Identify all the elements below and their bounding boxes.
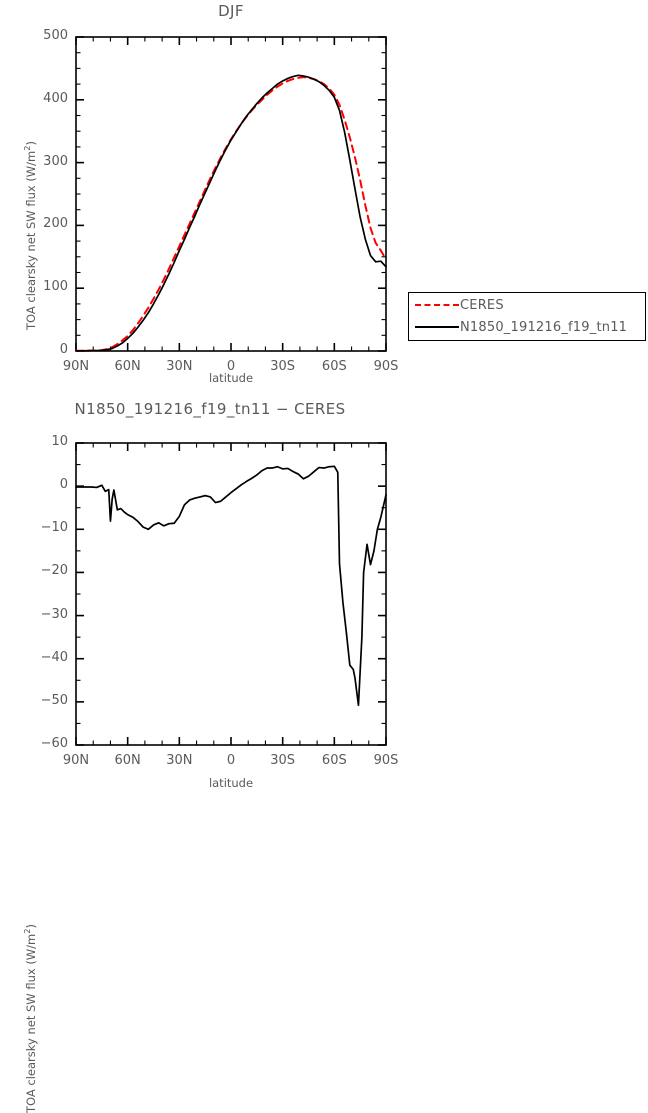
top-panel: DJF TOA clearsky net SW flux (W/m2) lati… <box>0 0 400 395</box>
line-dashed-red-icon <box>415 299 459 311</box>
y-tick-label: 100 <box>43 279 68 295</box>
y-tick-label: 300 <box>43 153 68 169</box>
x-tick-label: 60S <box>321 753 347 768</box>
legend-label-model: N1850_191216_f19_tn11 <box>460 319 628 335</box>
y-tick-label: 500 <box>43 28 68 43</box>
bottom-panel-y-axis-label: TOA clearsky net SW flux (W/m2) <box>22 924 38 1113</box>
x-tick-label: 60N <box>114 753 141 768</box>
x-tick-label: 30S <box>270 359 296 374</box>
series-line <box>75 76 387 352</box>
x-tick-label: 0 <box>226 753 236 768</box>
legend: CERES N1850_191216_f19_tn11 <box>408 292 646 341</box>
y-tick-label: 400 <box>43 90 68 106</box>
bottom-y-label-tail: ) <box>23 923 38 929</box>
y-tick-label: 0 <box>59 477 68 493</box>
top-panel-y-axis-label: TOA clearsky net SW flux (W/m2) <box>22 141 38 330</box>
x-tick-label: 90N <box>62 359 90 374</box>
line-solid-black-icon <box>415 321 459 333</box>
top-panel-plot <box>75 36 387 352</box>
series-line <box>75 74 387 352</box>
x-tick-label: 90S <box>373 753 399 768</box>
top-panel-x-axis-label: latitude <box>208 371 254 385</box>
bottom-panel: N1850_191216_f19_tn11 − CERES TOA clears… <box>0 395 400 1113</box>
bottom-panel-plot <box>75 442 387 746</box>
y-tick-label: 200 <box>43 216 68 232</box>
bottom-y-label-main: TOA clearsky net SW flux (W/m <box>23 933 38 1113</box>
bottom-panel-x-axis-label: latitude <box>208 776 254 790</box>
y-tick-label: −40 <box>40 649 68 665</box>
legend-label-ceres: CERES <box>460 297 504 313</box>
top-y-label-tail: ) <box>23 140 38 146</box>
y-tick-label: 0 <box>59 342 68 357</box>
x-tick-label: 90S <box>373 359 399 374</box>
top-y-label-main: TOA clearsky net SW flux (W/m <box>23 150 38 330</box>
x-tick-label: 30S <box>270 753 296 768</box>
x-tick-label: 0 <box>226 359 236 374</box>
legend-entry-model[interactable]: N1850_191216_f19_tn11 <box>415 318 627 336</box>
x-tick-label: 90N <box>62 753 90 768</box>
y-tick-label: −30 <box>40 606 68 622</box>
bottom-y-label-exponent: 2 <box>22 928 32 934</box>
legend-entry-ceres[interactable]: CERES <box>415 296 504 314</box>
x-tick-label: 60S <box>321 359 347 374</box>
top-panel-title: DJF <box>218 2 244 20</box>
y-tick-label: −50 <box>40 692 68 708</box>
y-tick-label: −60 <box>40 736 68 751</box>
x-tick-label: 30N <box>166 753 193 768</box>
y-tick-label: −20 <box>40 563 68 579</box>
top-y-label-exponent: 2 <box>22 145 32 151</box>
x-tick-label: 60N <box>114 359 141 374</box>
y-tick-label: −10 <box>40 520 68 536</box>
y-tick-label: 10 <box>51 434 68 449</box>
bottom-panel-title: N1850_191216_f19_tn11 − CERES <box>74 400 346 418</box>
x-tick-label: 30N <box>166 359 193 374</box>
series-line <box>75 465 387 707</box>
